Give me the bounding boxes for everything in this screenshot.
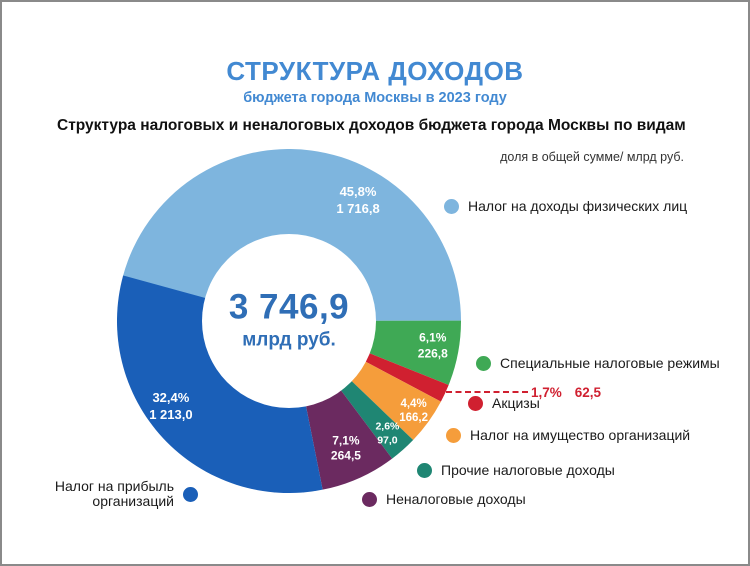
legend-item-other-tax: Прочие налоговые доходы bbox=[417, 462, 615, 478]
header: СТРУКТУРА ДОХОДОВ бюджета города Москвы … bbox=[2, 56, 748, 106]
unit-note: доля в общей сумме/ млрд руб. bbox=[500, 150, 684, 164]
legend-dot-special-regimes bbox=[476, 355, 491, 371]
legend-item-profit-tax: Налог на прибыль организаций bbox=[42, 479, 198, 509]
legend-dot-profit-tax bbox=[183, 486, 198, 502]
callout-amount: 62,5 bbox=[574, 385, 602, 400]
legend-dot-property-tax bbox=[446, 427, 461, 443]
legend-dot-non-tax bbox=[362, 491, 377, 507]
legend-item-special-regimes: Специальные налоговые режимы bbox=[476, 355, 720, 371]
donut-hole bbox=[202, 234, 376, 408]
legend-label: Прочие налоговые доходы bbox=[441, 462, 615, 478]
legend-label: Специальные налоговые режимы bbox=[500, 355, 720, 371]
donut-svg bbox=[117, 149, 461, 493]
section-title: Структура налоговых и неналоговых доходо… bbox=[57, 117, 686, 134]
legend-label: Неналоговые доходы bbox=[386, 491, 526, 507]
legend-dot-other-tax bbox=[417, 462, 432, 478]
legend-label: Налог на прибыль организаций bbox=[54, 478, 174, 509]
legend-item-property-tax: Налог на имущество организаций bbox=[446, 427, 690, 443]
page-subtitle: бюджета города Москвы в 2023 году bbox=[243, 90, 507, 106]
legend-label: Налог на имущество организаций bbox=[470, 427, 691, 443]
callout-value: 1,7% 62,5 bbox=[531, 385, 601, 400]
callout-dashed-line bbox=[446, 391, 528, 393]
legend-dot-excise bbox=[468, 395, 483, 411]
legend-label: Налог на доходы физических лиц bbox=[468, 198, 688, 214]
legend-item-excise: Акцизы bbox=[468, 395, 540, 411]
legend-item-non-tax: Неналоговые доходы bbox=[362, 491, 526, 507]
page-title: СТРУКТУРА ДОХОДОВ bbox=[226, 56, 524, 86]
legend-item-ndfl: Налог на доходы физических лиц bbox=[444, 198, 687, 214]
donut-chart: 3 746,9 млрд руб. 45,8% 1 716,8 6,1% 226,8 4… bbox=[117, 149, 461, 493]
legend-label: Акцизы bbox=[492, 395, 540, 411]
legend-dot-ndfl bbox=[444, 198, 459, 214]
callout-percent: 1,7% bbox=[531, 385, 562, 400]
